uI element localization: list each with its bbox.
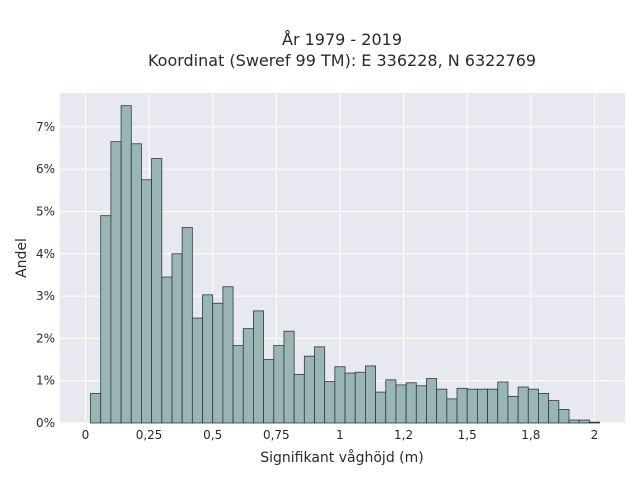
y-axis-label: Andel — [14, 238, 30, 278]
histogram-bar — [293, 373, 305, 424]
y-tick-label: 6% — [36, 162, 55, 176]
histogram-bar — [161, 276, 173, 424]
histogram-bar — [100, 215, 112, 424]
histogram-bar — [466, 388, 478, 424]
histogram-bar — [344, 372, 356, 424]
histogram-bar — [273, 345, 285, 424]
histogram-bar — [527, 388, 539, 424]
histogram-bar — [263, 359, 275, 424]
y-tick-label: 0% — [36, 416, 55, 430]
chart-title-line2: Koordinat (Sweref 99 TM): E 336228, N 63… — [148, 51, 536, 70]
histogram-bar — [456, 387, 468, 424]
histogram-bar — [436, 388, 448, 424]
histogram-bar — [151, 158, 163, 424]
histogram-bars — [90, 105, 600, 424]
histogram-bar — [283, 330, 295, 424]
histogram-bar — [538, 392, 550, 424]
chart-title-line1: År 1979 - 2019 — [282, 30, 402, 49]
histogram-bar — [517, 386, 529, 424]
histogram-bar — [548, 400, 560, 424]
histogram-bar — [365, 365, 376, 424]
histogram-bar — [222, 286, 234, 424]
histogram-bar — [558, 409, 570, 424]
histogram-bar — [212, 302, 224, 424]
x-tick-label: 1,5 — [458, 428, 477, 442]
histogram-bar — [568, 419, 580, 424]
histogram-bar — [578, 419, 590, 424]
y-tick-label: 5% — [36, 204, 55, 218]
histogram-bar — [303, 355, 315, 424]
histogram-bar — [426, 378, 438, 424]
histogram-bar — [476, 388, 488, 424]
histogram-bar — [497, 381, 509, 424]
histogram-bar — [191, 317, 203, 424]
y-tick-label: 1% — [36, 374, 55, 388]
x-tick-label: 0,25 — [136, 428, 163, 442]
histogram-bar — [375, 391, 387, 424]
y-tick-label: 2% — [36, 331, 55, 345]
histogram-bar — [314, 346, 326, 424]
x-tick-label: 1 — [336, 428, 344, 442]
histogram-bar — [588, 421, 600, 424]
x-tick-label: 0 — [82, 428, 90, 442]
histogram-bar — [354, 371, 366, 424]
histogram-bar — [324, 381, 336, 424]
histogram-bar — [487, 388, 499, 424]
histogram-bar — [120, 105, 132, 424]
histogram-bar — [385, 379, 397, 424]
y-axis-ticks: 0% 1% 2% 3% 4% 5% 6% 7% — [36, 120, 55, 430]
histogram-bar — [141, 179, 153, 424]
histogram-bar — [395, 384, 407, 424]
x-tick-label: 2 — [591, 428, 599, 442]
histogram-bar — [242, 328, 254, 424]
histogram-bar — [507, 395, 519, 424]
y-tick-label: 7% — [36, 120, 55, 134]
x-axis-label: Signifikant våghöjd (m) — [260, 449, 423, 466]
histogram-bar — [171, 253, 183, 424]
histogram-bar — [405, 382, 417, 424]
histogram-bar — [110, 141, 122, 424]
histogram-bar — [181, 227, 193, 424]
histogram-bar — [90, 392, 102, 424]
histogram-bar — [446, 398, 458, 424]
x-tick-label: 1,8 — [521, 428, 540, 442]
x-tick-label: 0,75 — [263, 428, 290, 442]
histogram-bar — [253, 310, 265, 424]
histogram-bar — [415, 385, 427, 424]
histogram-bar — [334, 366, 346, 424]
y-tick-label: 4% — [36, 247, 55, 261]
histogram-bar — [130, 143, 142, 424]
histogram-bar — [232, 345, 244, 424]
y-tick-label: 3% — [36, 289, 55, 303]
x-axis-ticks: 0 0,25 0,5 0,75 1 1,2 1,5 1,8 2 — [82, 428, 599, 442]
histogram-bar — [202, 294, 214, 424]
x-tick-label: 0,5 — [203, 428, 222, 442]
x-tick-label: 1,2 — [394, 428, 413, 442]
